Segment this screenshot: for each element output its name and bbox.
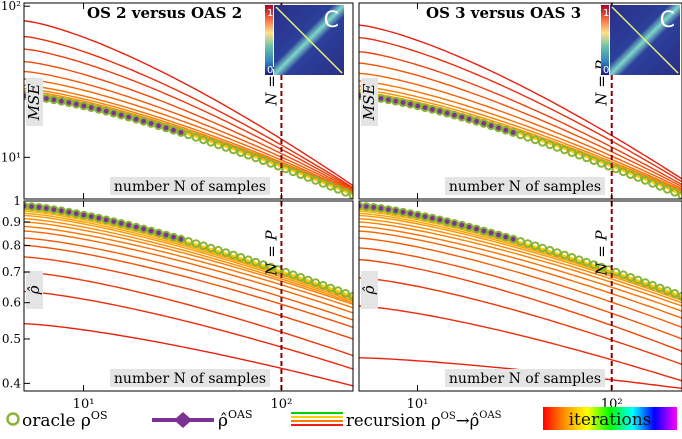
legend-oracle-marker	[8, 414, 19, 425]
y-tick-label: 10²	[1, 0, 21, 13]
recursion-curve	[359, 248, 682, 339]
y-tick-label: 0.8	[2, 238, 21, 252]
y-axis-label: MSE	[25, 84, 43, 122]
legend-oas-label: ρ̂OAS	[218, 408, 253, 431]
legend-recursion-label: recursion ρOS→ρ̂OAS	[346, 410, 502, 430]
oracle-marker	[679, 192, 682, 199]
inset-label: C	[324, 8, 339, 33]
x-axis-label: number N of samples	[114, 371, 266, 387]
inset-cbar-min: 0	[603, 65, 609, 76]
panel-top-right: N = Pnumber N of samplesMSEOS 3 versus O…	[356, 3, 682, 199]
y-tick-label: 0.7	[2, 265, 21, 279]
recursion-curve	[359, 222, 682, 306]
y-tick-label: 10¹	[1, 150, 21, 164]
np-label: N = P	[593, 229, 611, 276]
x-tick-label: 10²	[271, 397, 293, 412]
x-axis-label: number N of samples	[114, 179, 266, 195]
panel-bottom-right: N = Pnumber N of samplesρ̂10¹ 10²	[356, 201, 682, 412]
panel-bottom-left: N = P number N of samples ρ̂ 10¹ 10² 0.4 0.5 0.…	[2, 194, 356, 412]
recursion-curve	[24, 291, 353, 369]
np-label: N = P	[262, 229, 280, 276]
inset-label: C	[660, 8, 675, 33]
legend-recursion-lines	[291, 413, 343, 425]
inset-cbar-max: 1	[603, 8, 609, 19]
panel-top-left: N = Pnumber N of samplesMSE10¹10² OS 2 ve…	[1, 0, 356, 199]
x-tick-label: 10¹	[407, 397, 429, 412]
recursion-curve	[24, 219, 353, 303]
y-axis-label: MSE	[360, 84, 378, 122]
y-tick-label: 0.9	[2, 215, 21, 229]
y-tick-label: 0.5	[2, 332, 21, 346]
x-axis-label: number N of samples	[449, 179, 601, 195]
x-axis-label: number N of samples	[449, 371, 601, 387]
panel-title: OS 2 versus OAS 2	[87, 4, 242, 22]
legend-oas-marker	[174, 412, 192, 428]
y-axis-label: ρ̂	[360, 285, 378, 295]
legend-oracle-label: oracle ρOS	[22, 409, 107, 431]
recursion-curve	[359, 226, 682, 311]
axes-frame	[24, 201, 353, 391]
y-axis-label: ρ̂	[25, 285, 43, 295]
panel-title: OS 3 versus OAS 3	[426, 4, 581, 22]
y-tick-label: 0.6	[2, 296, 21, 310]
y-tick-label: 0.4	[2, 376, 21, 390]
y-tick-label: 1	[13, 194, 21, 208]
legend: oracle ρOS ρ̂OAS recursion ρOS→ρ̂OAS ite…	[8, 407, 678, 431]
iterations-label: iterations	[569, 410, 652, 430]
inset-cbar-min: 0	[267, 65, 273, 76]
inset-cbar-max: 1	[267, 8, 273, 19]
